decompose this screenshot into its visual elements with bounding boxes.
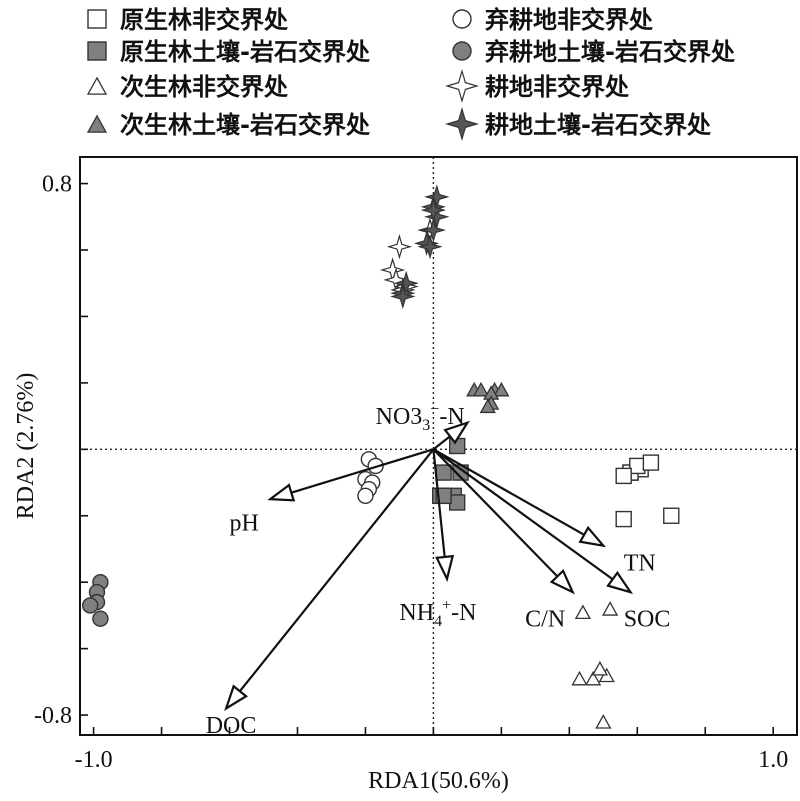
vector-label: pH bbox=[230, 510, 259, 536]
data-point bbox=[571, 670, 588, 686]
x-tick-label: 1.0 bbox=[758, 747, 788, 773]
vector-label: C/N bbox=[525, 607, 565, 633]
data-point bbox=[448, 494, 466, 511]
y-tick-label: 0.8 bbox=[42, 172, 72, 198]
data-point bbox=[493, 381, 510, 397]
vector-line bbox=[239, 448, 435, 692]
vector-arrowhead bbox=[267, 483, 296, 502]
vector-line bbox=[432, 448, 559, 578]
data-point bbox=[417, 234, 443, 260]
legend-marker-square bbox=[87, 9, 107, 29]
data-point bbox=[420, 217, 447, 243]
series-4 bbox=[357, 451, 384, 505]
data-point bbox=[574, 604, 592, 620]
y-tick-label: -0.8 bbox=[34, 703, 72, 729]
legend-marker-circle bbox=[452, 41, 472, 61]
vector-arrowhead bbox=[224, 684, 249, 711]
series-3 bbox=[466, 381, 510, 414]
legend-label: 次生林土壤-岩石交界处 bbox=[120, 111, 370, 139]
plot-frame bbox=[79, 156, 798, 736]
data-point bbox=[390, 283, 416, 310]
legend-label: 原生林土壤-岩石交界处 bbox=[120, 38, 370, 66]
vector-line bbox=[432, 448, 585, 536]
data-point bbox=[386, 234, 413, 260]
vector-arrowhead bbox=[443, 420, 470, 445]
legend-marker-star bbox=[444, 68, 480, 104]
data-point bbox=[585, 670, 602, 686]
axes: 0.8 -0.8-1.0 1.0 RDA1(50.6%) RDA2 (2.76%) bbox=[13, 156, 798, 794]
data-point bbox=[81, 597, 99, 614]
legend-marker-triangle bbox=[86, 76, 108, 95]
legend-marker-square bbox=[87, 41, 107, 61]
data-point bbox=[357, 487, 374, 505]
vector-line bbox=[291, 448, 434, 494]
series-7 bbox=[390, 184, 450, 310]
data-point bbox=[615, 510, 632, 528]
legend-marker-circle bbox=[452, 9, 472, 29]
data-point bbox=[663, 507, 680, 524]
data-point bbox=[591, 660, 609, 676]
legend-label: 耕地土壤-岩石交界处 bbox=[485, 111, 711, 139]
legend-label: 原生林非交界处 bbox=[120, 6, 288, 34]
data-point bbox=[472, 381, 490, 397]
vector-arrowhead bbox=[606, 570, 634, 595]
vector-label: NO33−-N bbox=[376, 401, 465, 434]
data-point bbox=[615, 467, 632, 485]
vector-line bbox=[432, 449, 446, 558]
vector-arrowhead bbox=[549, 568, 575, 595]
x-axis-title: RDA1(50.6%) bbox=[368, 768, 509, 794]
legend-marker-star bbox=[444, 106, 480, 142]
vector-arrowhead bbox=[435, 554, 455, 583]
legend-label: 耕地非交界处 bbox=[485, 73, 629, 101]
vector-line bbox=[432, 448, 614, 581]
legend-label: 次生林非交界处 bbox=[120, 73, 288, 101]
x-tick-label: -1.0 bbox=[75, 747, 113, 773]
vector-line bbox=[432, 435, 451, 451]
data-point bbox=[435, 464, 452, 481]
data-point bbox=[629, 457, 646, 475]
vector-label: NH4+-N bbox=[399, 597, 476, 630]
series-2 bbox=[571, 601, 619, 729]
series-5 bbox=[81, 573, 109, 627]
data-point bbox=[595, 714, 612, 729]
legend-label: 弃耕地非交界处 bbox=[485, 6, 653, 34]
legend-label: 弃耕地土壤-岩石交界处 bbox=[485, 38, 735, 66]
data-point bbox=[92, 610, 109, 627]
y-axis-title: RDA2 (2.76%) bbox=[13, 373, 39, 520]
legend-marker-triangle bbox=[86, 114, 108, 133]
data-point bbox=[479, 398, 496, 414]
data-point bbox=[601, 601, 619, 616]
data-point bbox=[435, 487, 452, 505]
vector-label: SOC bbox=[624, 607, 671, 633]
vector-label: TN bbox=[624, 550, 656, 576]
vector-arrowhead bbox=[578, 525, 607, 548]
data-point bbox=[642, 454, 660, 471]
series-0 bbox=[615, 454, 680, 528]
